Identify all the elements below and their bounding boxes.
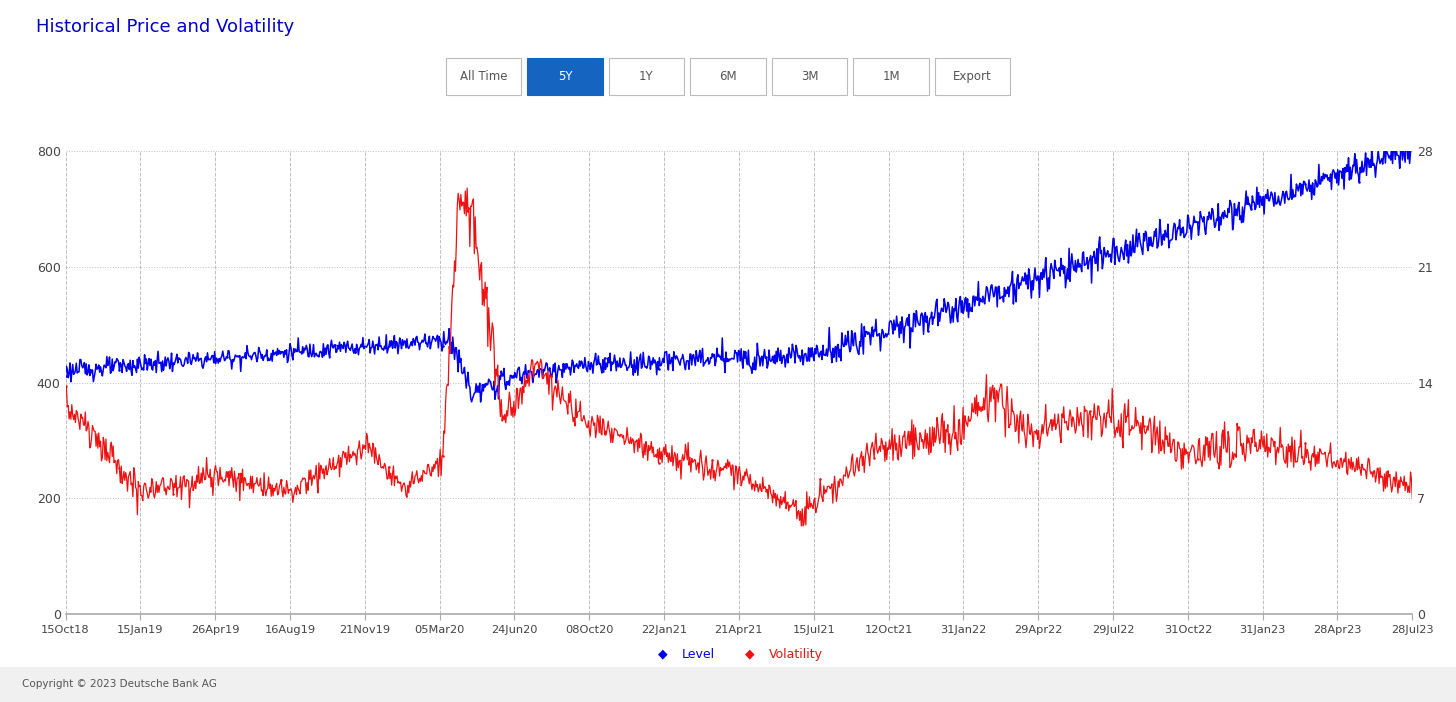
Text: Volatility: Volatility (769, 648, 823, 661)
Text: Copyright © 2023 Deutsche Bank AG: Copyright © 2023 Deutsche Bank AG (22, 680, 217, 689)
Text: 1Y: 1Y (639, 70, 654, 83)
Text: All Time: All Time (460, 70, 507, 83)
Text: Historical Price and Volatility: Historical Price and Volatility (36, 18, 294, 36)
Text: ◆: ◆ (658, 648, 667, 661)
Text: 3M: 3M (801, 70, 818, 83)
Text: ◆: ◆ (745, 648, 754, 661)
Text: 1M: 1M (882, 70, 900, 83)
Text: Level: Level (681, 648, 715, 661)
Text: 6M: 6M (719, 70, 737, 83)
Text: 5Y: 5Y (558, 70, 572, 83)
Text: Export: Export (954, 70, 992, 83)
